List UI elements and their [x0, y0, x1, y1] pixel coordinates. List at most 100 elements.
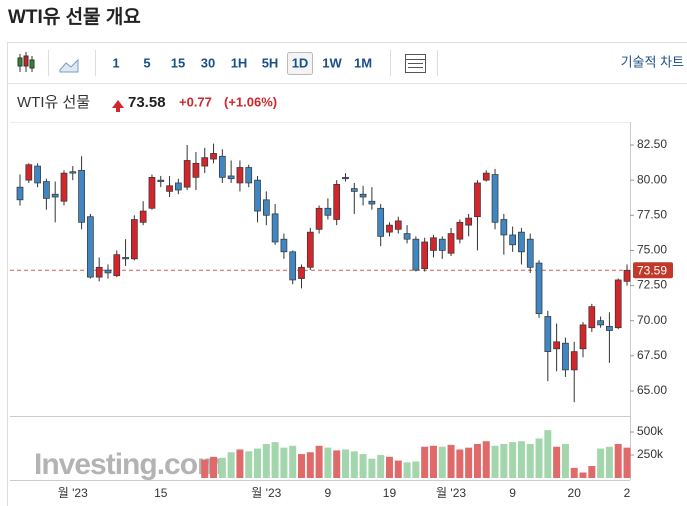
volume-bar: [605, 446, 613, 478]
interval-button[interactable]: 1D: [292, 55, 309, 70]
volume-bar: [403, 462, 411, 478]
volume-bar: [544, 430, 552, 478]
volume-bar: [588, 466, 596, 478]
area-icon: [59, 58, 79, 73]
candle-body: [342, 176, 349, 180]
volume-bar: [236, 449, 244, 478]
candle-body: [34, 165, 41, 184]
candle-body: [482, 172, 490, 181]
volume-bar: [227, 452, 235, 478]
candle-body: [447, 233, 455, 254]
interval-button[interactable]: 5H: [262, 55, 279, 70]
volume-bar: [315, 445, 323, 478]
quote-name: WTI유 선물: [17, 94, 90, 111]
candle-body: [218, 155, 226, 178]
volume-bar: [289, 445, 297, 478]
y2-tick-label: 250k: [637, 447, 664, 461]
candle-body: [166, 185, 173, 192]
x-tick-label: 19: [383, 486, 397, 500]
quote-change: +0.77: [179, 94, 212, 109]
candle-body: [131, 219, 138, 260]
volume-bar: [350, 451, 358, 478]
panel-frame: [7, 42, 687, 506]
volume-bar: [614, 443, 622, 478]
candle-body: [588, 306, 596, 329]
y-tick-label: 67.50: [637, 348, 667, 362]
candle-body: [394, 220, 402, 230]
interval-button[interactable]: 30: [201, 55, 215, 70]
y2-tick-label: 500k: [637, 424, 664, 438]
y-tick-label: 75.00: [637, 243, 667, 257]
candle-body: [60, 172, 68, 202]
candle-body: [201, 157, 209, 167]
interval-button[interactable]: 1H: [231, 55, 248, 70]
candle-body: [377, 207, 385, 237]
candle-body: [324, 207, 332, 216]
interval-button[interactable]: 1W: [322, 55, 342, 70]
volume-bar: [491, 445, 499, 478]
watermark: Investing.com: [34, 448, 223, 481]
candle-body: [210, 153, 217, 160]
candle-body: [25, 164, 33, 181]
candle-body: [359, 193, 367, 198]
volume-bar: [482, 441, 490, 478]
interval-button[interactable]: 1: [112, 55, 119, 70]
volume-bar: [553, 446, 561, 478]
candle-body: [412, 238, 420, 271]
interval-button[interactable]: 15: [171, 55, 185, 70]
volume-bar: [412, 461, 420, 478]
volume-bar: [254, 448, 262, 478]
x-tick-label: 9: [509, 486, 516, 500]
volume-bar: [368, 458, 376, 478]
volume-bar: [517, 441, 525, 478]
candle-body: [430, 237, 437, 251]
candle-body: [535, 262, 543, 315]
up-arrow: [112, 100, 124, 112]
candle-body: [544, 316, 552, 352]
volume-bar: [385, 456, 393, 478]
candle-body: [16, 186, 24, 201]
quote-price: 73.58: [128, 94, 166, 111]
technical-chart-link[interactable]: 기술적 차트: [621, 54, 684, 69]
volume-bar: [359, 454, 367, 478]
volume-bar: [500, 443, 508, 478]
candle-body: [245, 167, 253, 184]
candle-body: [570, 351, 578, 371]
candle-body: [43, 181, 50, 199]
x-tick-label: 9: [325, 486, 332, 500]
x-tick-label: 월 '23: [251, 486, 281, 500]
volume-bar: [465, 447, 473, 478]
y-tick-label: 70.00: [637, 313, 667, 327]
candle-body: [553, 341, 560, 350]
candle-body: [606, 325, 613, 331]
candle-body: [623, 270, 631, 282]
candle-body: [465, 217, 473, 226]
candle-body: [562, 342, 569, 371]
interval-button[interactable]: 1M: [354, 55, 372, 70]
volume-bar: [333, 450, 341, 478]
candle-body: [456, 221, 464, 240]
interval-button[interactable]: 5: [143, 55, 150, 70]
candle-body: [51, 193, 59, 198]
candle-body: [227, 175, 235, 180]
candle-body: [421, 241, 429, 270]
candle-body: [403, 233, 411, 240]
candle-body: [474, 182, 481, 218]
y-tick-label: 77.50: [637, 207, 667, 221]
price-tag: [633, 262, 673, 279]
volume-bar: [394, 460, 402, 478]
table-icon: [405, 54, 426, 73]
candle-body: [614, 279, 622, 329]
candle-body: [122, 257, 129, 260]
volume-bar: [218, 457, 226, 478]
candle-body: [491, 174, 499, 223]
candle-body: [254, 179, 261, 212]
candle-body: [579, 324, 587, 350]
x-tick-label: 월 '23: [436, 486, 466, 500]
volume-bar: [377, 455, 385, 478]
volume-bar: [526, 443, 534, 478]
candle-body: [271, 213, 279, 243]
y-tick-label: 65.00: [637, 383, 667, 397]
